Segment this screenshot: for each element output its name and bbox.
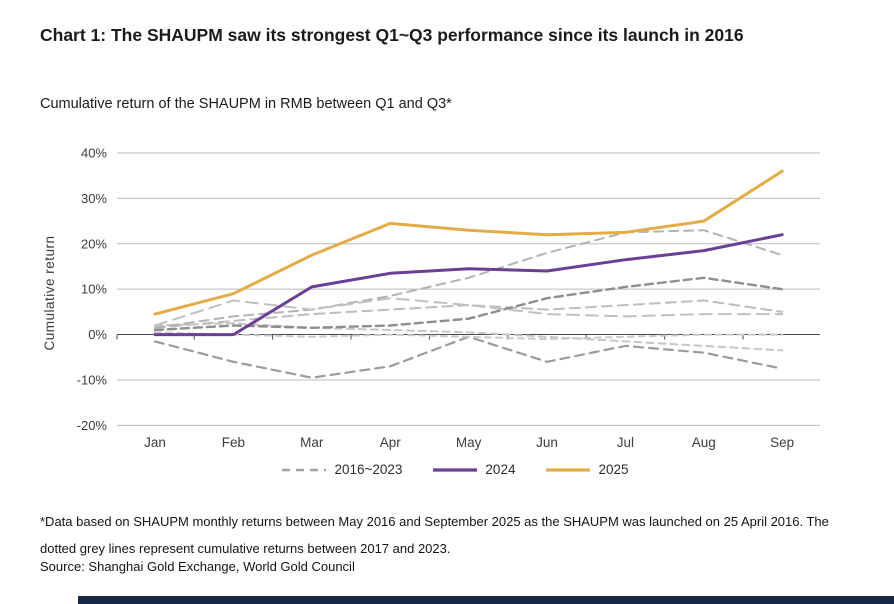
svg-text:Aug: Aug [692, 435, 716, 450]
svg-text:-10%: -10% [77, 372, 108, 387]
svg-text:Mar: Mar [300, 435, 324, 450]
svg-text:20%: 20% [81, 236, 107, 251]
legend-item-2016-2023: 2016~2023 [281, 462, 402, 477]
legend-item-2024: 2024 [432, 462, 515, 477]
source-line: Source: Shanghai Gold Exchange, World Go… [40, 559, 355, 574]
svg-text:Jul: Jul [617, 435, 634, 450]
svg-text:May: May [456, 435, 482, 450]
svg-text:Feb: Feb [222, 435, 245, 450]
dashed-line-swatch-icon [282, 468, 327, 471]
cumulative-return-chart: 40% 30% 20% 10% 0% -10% -20% Jan Feb Mar Apr May Jun… [40, 143, 870, 458]
svg-text:Jun: Jun [536, 435, 558, 450]
solid-line-swatch-icon [546, 467, 591, 472]
chart-canvas: 40% 30% 20% 10% 0% -10% -20% Jan Feb Mar Apr May Jun… [42, 146, 820, 450]
legend-label: 2024 [485, 462, 516, 477]
svg-text:Sep: Sep [770, 435, 794, 450]
footer-bar [78, 596, 894, 604]
svg-text:-20%: -20% [77, 418, 108, 433]
legend-item-2025: 2025 [545, 462, 629, 477]
svg-text:0%: 0% [88, 327, 107, 342]
legend-label: 2016~2023 [334, 462, 403, 477]
svg-text:Cumulative return: Cumulative return [42, 235, 57, 350]
footnote: *Data based on SHAUPM monthly returns be… [40, 514, 829, 556]
svg-text:40%: 40% [81, 146, 107, 161]
solid-line-swatch-icon [433, 467, 478, 472]
svg-text:30%: 30% [81, 191, 107, 206]
chart-legend: 2016~2023 2024 2025 [40, 462, 870, 477]
legend-label: 2025 [598, 462, 629, 477]
chart-subtitle: Cumulative return of the SHAUPM in RMB b… [40, 96, 452, 112]
chart-title: Chart 1: The SHAUPM saw its strongest Q1… [40, 24, 744, 45]
svg-text:10%: 10% [81, 282, 107, 297]
svg-text:Apr: Apr [380, 435, 402, 450]
svg-text:Jan: Jan [144, 435, 166, 450]
